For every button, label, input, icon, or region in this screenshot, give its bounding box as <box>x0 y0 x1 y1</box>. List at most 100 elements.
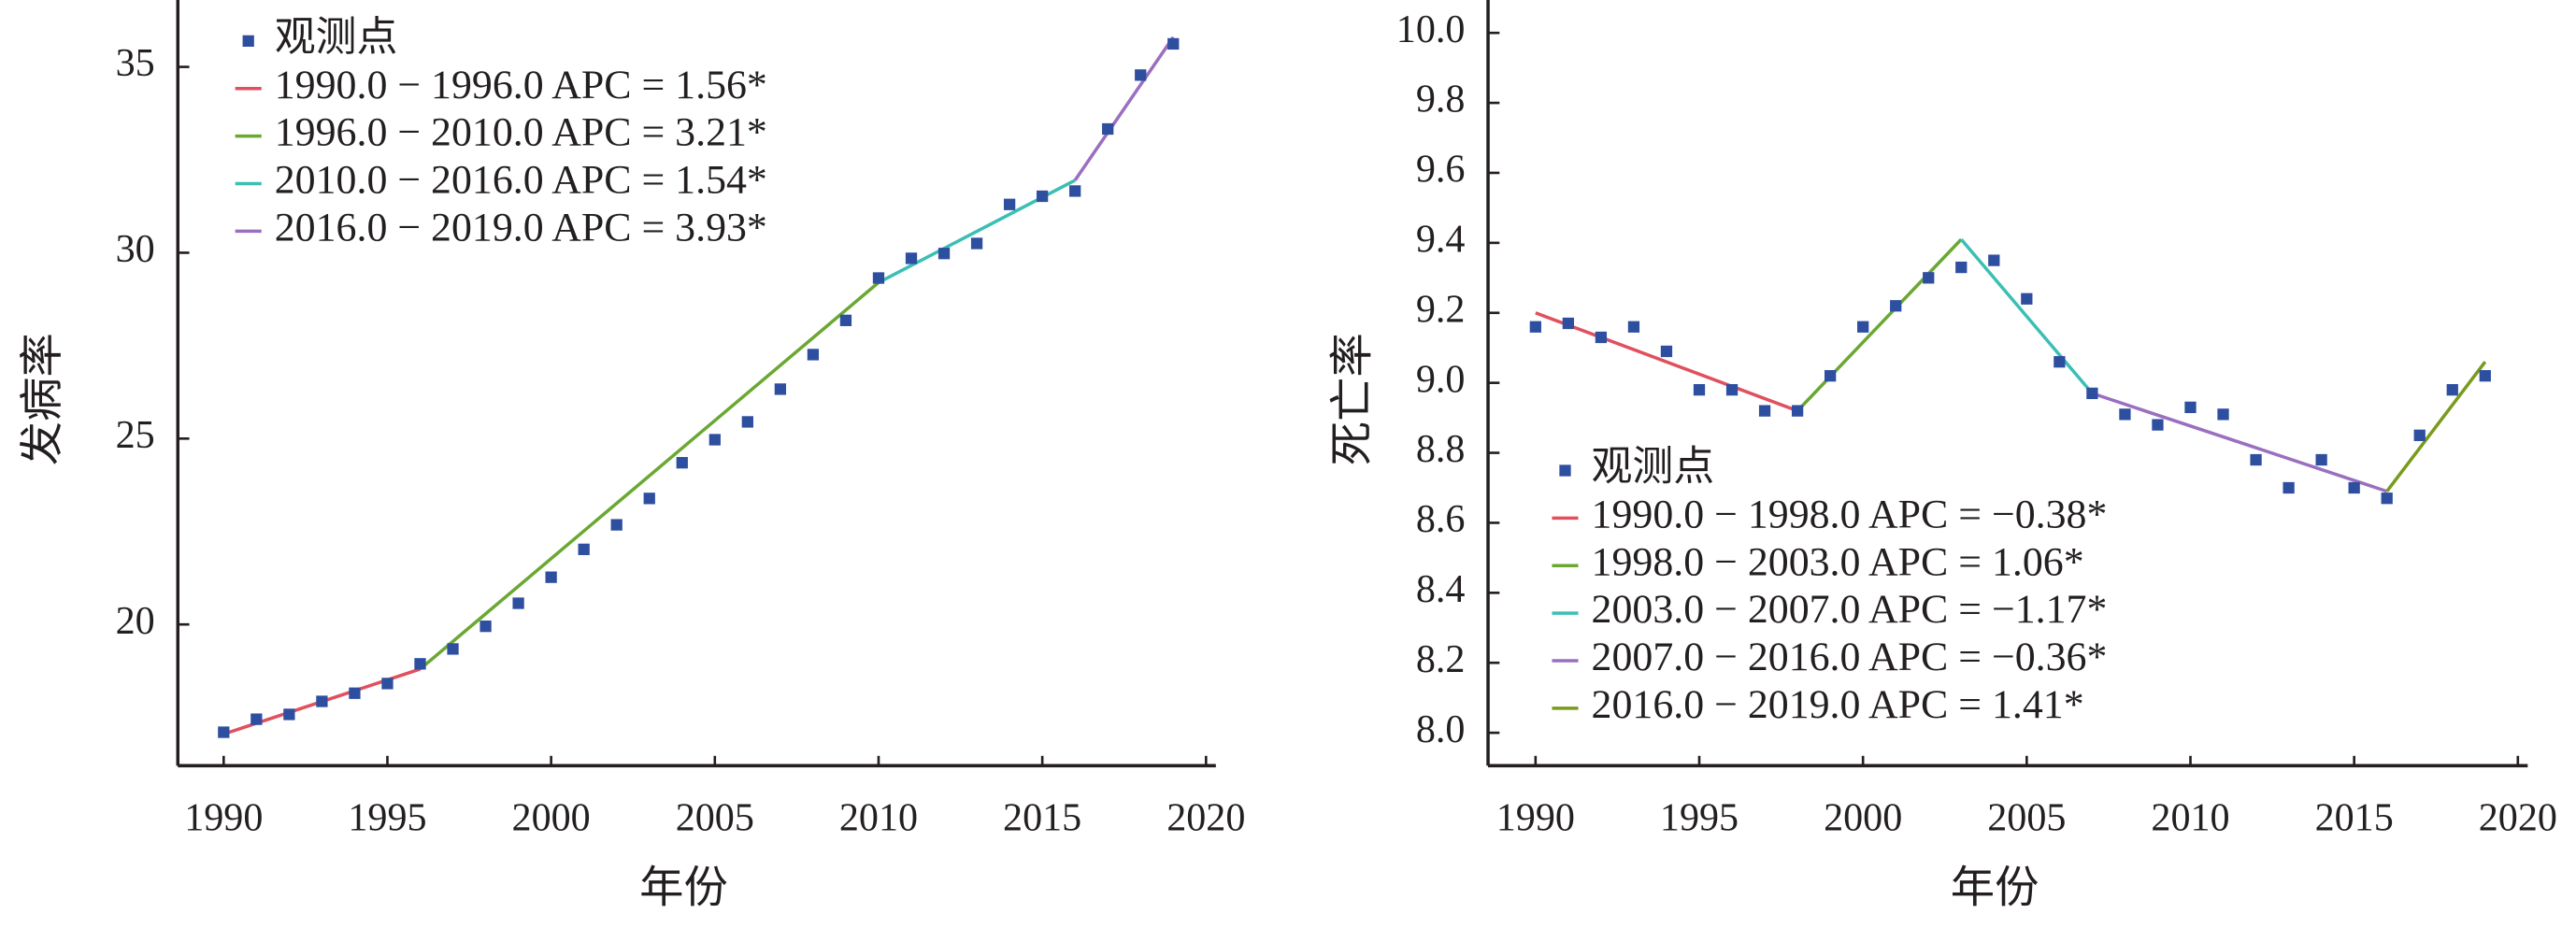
observed-point <box>2315 453 2327 466</box>
observed-point <box>610 519 623 531</box>
observed-point <box>774 383 787 395</box>
observed-point <box>872 272 885 284</box>
legend-marker <box>242 35 254 48</box>
observed-point <box>1036 190 1049 203</box>
observed-point <box>578 543 590 555</box>
observed-point <box>1890 300 1902 312</box>
observed-point <box>414 658 426 670</box>
legend-marker <box>1559 464 1571 477</box>
observed-point <box>1857 321 1869 333</box>
observed-point <box>839 314 852 326</box>
observed-point <box>2021 293 2033 305</box>
y-tick-label: 8.2 <box>1416 637 1466 681</box>
legend-label: 2010.0 − 2016.0 APC = 1.54* <box>275 158 767 203</box>
y-tick-label: 20 <box>116 599 155 643</box>
x-tick-label: 2000 <box>512 796 591 840</box>
legend-label: 观测点 <box>1592 445 1715 490</box>
legend-label: 2003.0 − 2007.0 APC = −1.17* <box>1592 587 2108 632</box>
observed-point <box>1660 345 1673 358</box>
x-tick-label: 1995 <box>348 796 426 840</box>
observed-point <box>2283 481 2295 494</box>
observed-point <box>349 687 361 699</box>
legend-label: 2016.0 − 2019.0 APC = 1.41* <box>1592 682 2084 727</box>
x-tick-label: 2020 <box>2479 796 2557 840</box>
observed-point <box>1791 405 1804 417</box>
observed-point <box>2119 408 2131 421</box>
observed-point <box>1529 321 1541 333</box>
legend-label: 2016.0 − 2019.0 APC = 3.93* <box>275 205 767 250</box>
x-tick-label: 2015 <box>2315 796 2394 840</box>
observed-point <box>545 571 557 583</box>
observed-point <box>479 621 492 633</box>
observed-point <box>283 708 295 721</box>
observed-point <box>2217 408 2229 421</box>
y-tick-label: 10.0 <box>1396 7 1466 51</box>
x-tick-label: 2015 <box>1003 796 1081 840</box>
legend-label: 1990.0 − 1996.0 APC = 1.56* <box>275 63 767 107</box>
observed-point <box>1167 37 1180 50</box>
observed-point <box>1693 384 1706 396</box>
fit-line <box>2385 361 2487 493</box>
y-tick-label: 8.4 <box>1416 567 1466 611</box>
observed-point <box>1562 317 1575 330</box>
y-tick-label: 8.6 <box>1416 497 1466 541</box>
observed-point <box>512 597 524 609</box>
observed-point <box>2446 384 2458 396</box>
legend-label: 2007.0 − 2016.0 APC = −0.36* <box>1592 635 2108 679</box>
x-tick-label: 1990 <box>1496 796 1575 840</box>
observed-point <box>1102 122 1114 136</box>
observed-point <box>447 643 459 655</box>
y-tick-label: 9.6 <box>1416 148 1466 192</box>
observed-point <box>1923 272 1935 284</box>
fit-line <box>1073 36 1175 181</box>
observed-point <box>1988 254 2000 266</box>
x-axis-title: 年份 <box>639 864 728 912</box>
observed-point <box>937 248 951 260</box>
y-axis-title: 发病率 <box>19 333 67 465</box>
observed-point <box>2381 493 2393 505</box>
observed-point <box>905 252 918 264</box>
x-tick-label: 2020 <box>1166 796 1245 840</box>
fit-line <box>2091 392 2388 493</box>
x-tick-label: 2000 <box>1824 796 1902 840</box>
observed-point <box>1955 261 1968 274</box>
observed-point <box>2086 387 2098 400</box>
observed-point <box>1758 405 1771 417</box>
observed-point <box>970 237 983 250</box>
observed-point <box>1135 69 1147 81</box>
observed-point <box>708 434 721 446</box>
y-tick-label: 9.0 <box>1416 357 1466 401</box>
observed-point <box>2184 401 2197 414</box>
x-tick-label: 2010 <box>2151 796 2229 840</box>
y-tick-label: 35 <box>116 41 155 85</box>
observed-point <box>218 726 230 738</box>
observed-point <box>316 695 328 707</box>
y-tick-label: 25 <box>116 413 155 457</box>
legend-label: 1996.0 − 2010.0 APC = 3.21* <box>275 110 767 155</box>
x-tick-label: 2005 <box>676 796 754 840</box>
observed-point <box>676 457 688 469</box>
x-tick-label: 2005 <box>1987 796 2066 840</box>
fit-line <box>419 280 880 671</box>
observed-point <box>2250 453 2262 466</box>
observed-point <box>2152 419 2164 431</box>
legend-label: 1998.0 − 2003.0 APC = 1.06* <box>1592 539 2084 584</box>
observed-point <box>381 678 394 690</box>
legend-label: 观测点 <box>275 15 398 60</box>
y-tick-label: 9.4 <box>1416 218 1466 262</box>
y-tick-label: 30 <box>116 227 155 271</box>
fit-line <box>1796 237 1963 412</box>
observed-point <box>2348 481 2360 494</box>
observed-point <box>2479 370 2491 382</box>
y-tick-label: 9.2 <box>1416 287 1466 331</box>
observed-point <box>807 349 820 361</box>
x-tick-label: 2010 <box>839 796 918 840</box>
y-axis-title: 死亡率 <box>1329 333 1378 465</box>
y-tick-label: 8.0 <box>1416 707 1466 751</box>
observed-point <box>741 416 753 428</box>
legend-label: 1990.0 − 1998.0 APC = −0.38* <box>1592 492 2108 536</box>
observed-point <box>1069 185 1081 197</box>
x-tick-label: 1990 <box>184 796 263 840</box>
